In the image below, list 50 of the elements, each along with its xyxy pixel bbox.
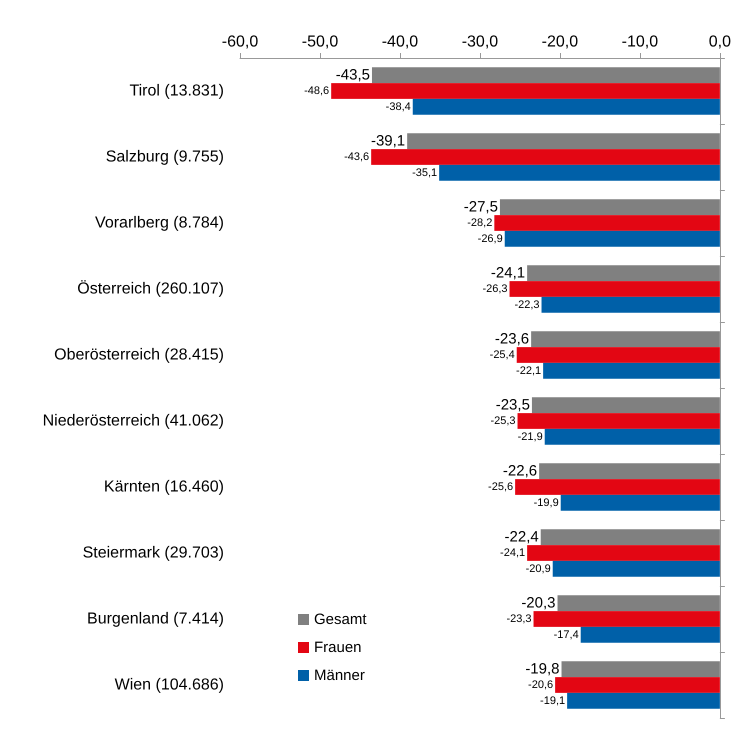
y-tick-label: Burgenland (7.414)	[87, 610, 224, 628]
legend-label: Gesamt	[314, 611, 368, 628]
legend-label: Frauen	[314, 639, 362, 656]
data-label: -38,4	[386, 100, 411, 113]
y-tick-label: Niederösterreich (41.062)	[42, 412, 224, 430]
data-label: -20,3	[521, 594, 556, 612]
y-tick-label: Vorarlberg (8.784)	[95, 214, 224, 232]
y-tick-label: Kärnten (16.460)	[104, 478, 224, 496]
data-label: -39,1	[370, 132, 406, 150]
x-tick-label: -30,0	[462, 34, 498, 50]
data-label: -22,6	[502, 462, 538, 480]
data-label: -26,9	[478, 232, 503, 245]
data-label: -24,1	[500, 547, 526, 559]
data-label: -23,5	[496, 396, 530, 414]
data-label: -24,1	[490, 264, 526, 282]
data-label: -28,2	[467, 217, 492, 229]
y-tick-label: Österreich (260.107)	[77, 280, 224, 298]
data-label: -23,6	[494, 330, 530, 348]
data-label: -20,9	[526, 562, 551, 575]
x-tick-label: 0,0	[708, 34, 732, 50]
x-tick-label: -60,0	[222, 34, 258, 50]
data-label: -19,1	[540, 694, 566, 707]
data-label: -21,9	[518, 430, 543, 443]
y-tick-label: Steiermark (29.703)	[82, 544, 224, 562]
data-label: -20,6	[528, 679, 554, 691]
data-label: -25,3	[490, 415, 516, 427]
y-tick-label: Tirol (13.831)	[129, 82, 224, 100]
data-label: -17,4	[554, 628, 579, 641]
legend-label: Männer	[314, 667, 365, 684]
data-label: -27,5	[464, 198, 498, 216]
y-tick-label: Oberösterreich (28.415)	[54, 346, 224, 364]
data-label: -22,1	[516, 364, 542, 377]
data-label: -23,3	[506, 613, 532, 625]
data-label: -43,6	[344, 151, 370, 163]
data-label: -22,4	[504, 528, 539, 546]
data-label: -25,6	[488, 481, 514, 493]
data-label: -43,5	[336, 66, 370, 84]
y-tick-label: Salzburg (9.755)	[106, 148, 224, 166]
x-tick-label: -10,0	[622, 34, 658, 50]
data-label: -19,9	[534, 496, 559, 509]
x-tick-label: -50,0	[302, 34, 338, 50]
data-label: -22,3	[514, 298, 540, 311]
data-label: -25,4	[490, 349, 515, 361]
x-tick-label: -20,0	[542, 34, 578, 50]
y-tick-label: Wien (104.686)	[114, 676, 224, 694]
data-label: -48,6	[304, 85, 330, 97]
data-label: -35,1	[412, 166, 438, 179]
data-label: -26,3	[482, 283, 508, 295]
data-label: -19,8	[525, 660, 560, 678]
x-tick-label: -40,0	[382, 34, 418, 50]
